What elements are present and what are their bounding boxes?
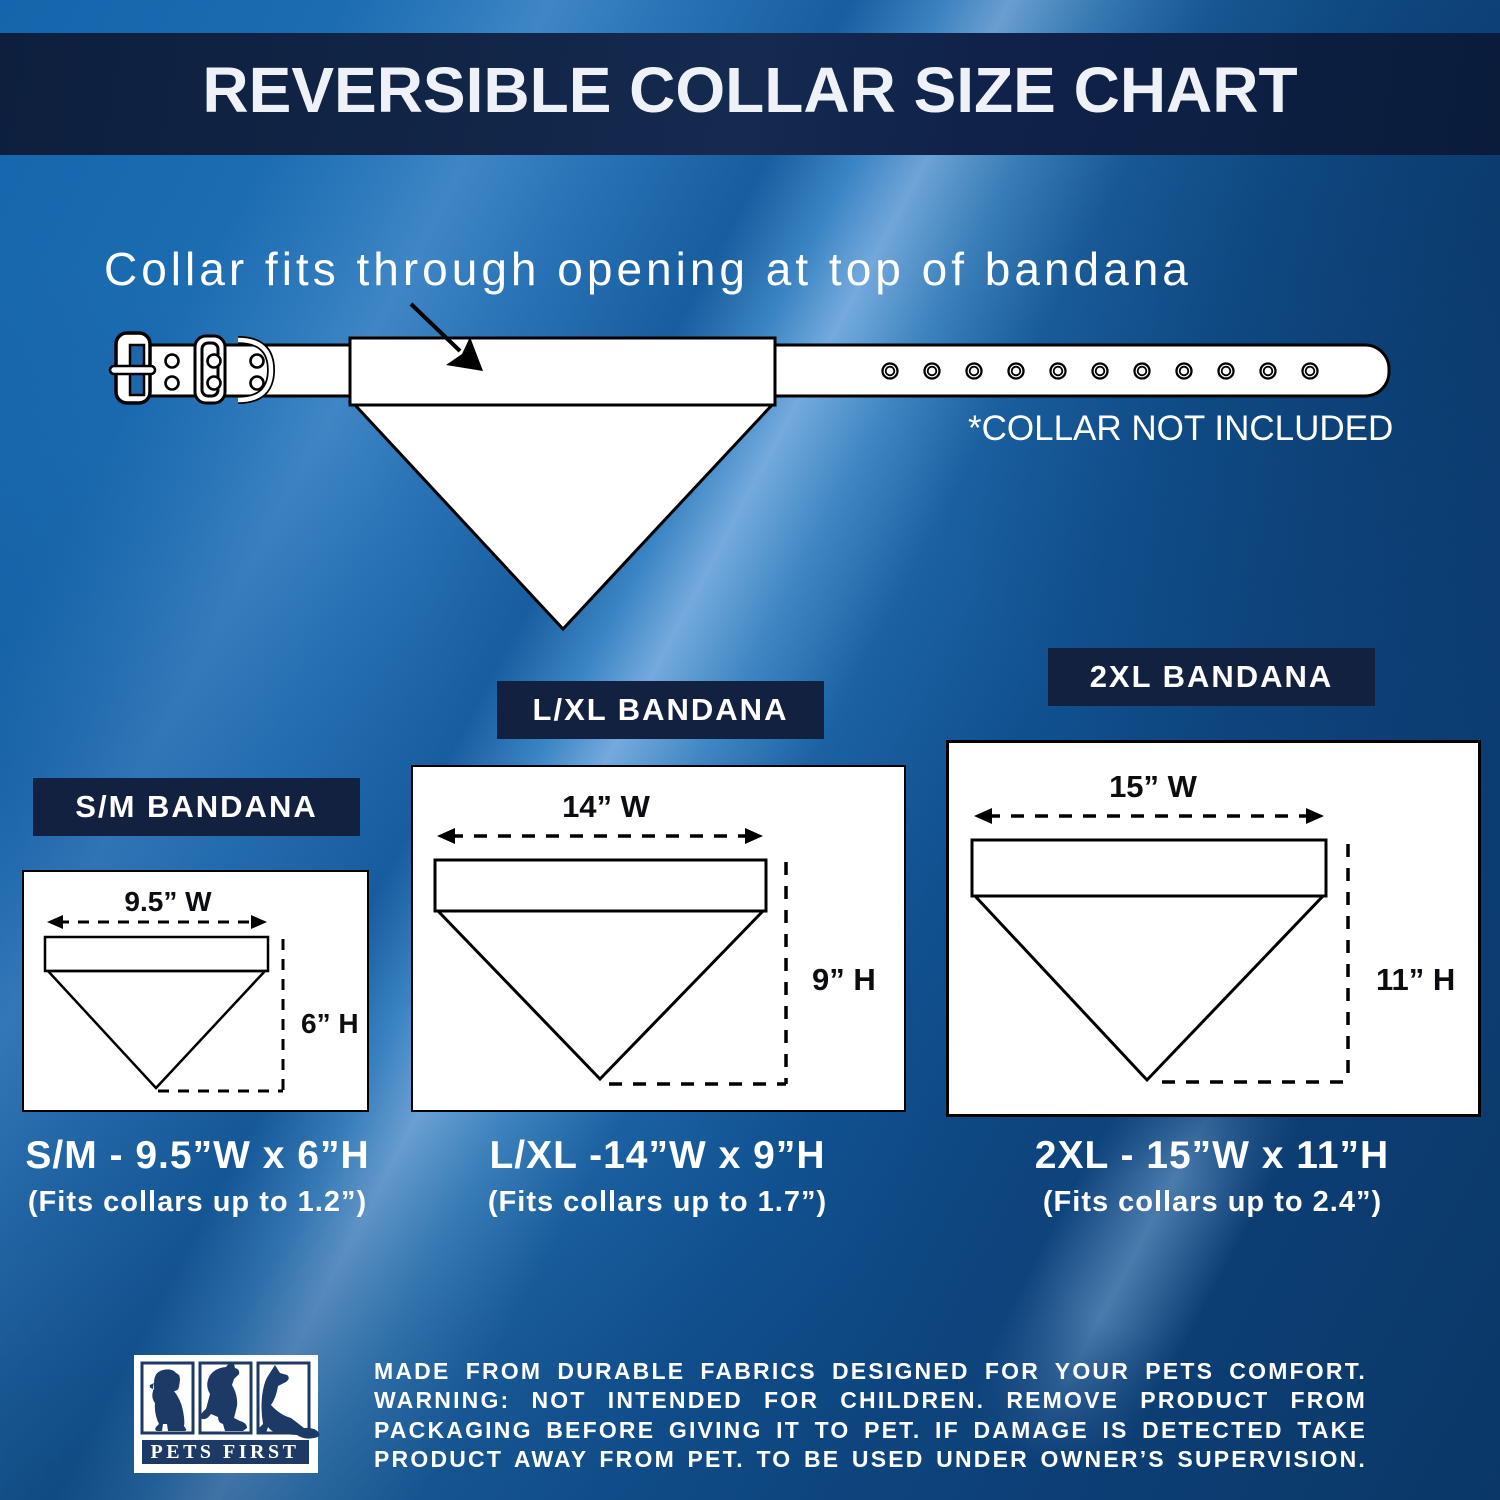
svg-text:PETS FIRST: PETS FIRST [151, 1441, 300, 1463]
